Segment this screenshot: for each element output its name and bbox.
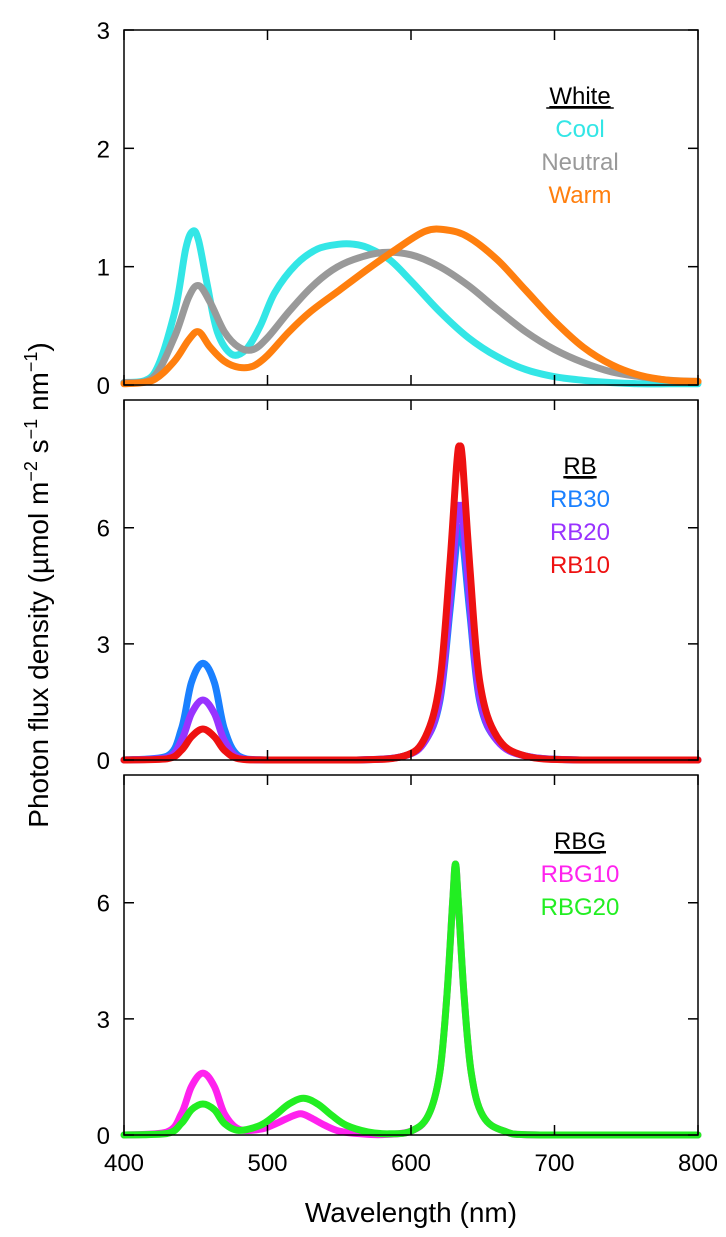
y-tick-label: 3 [97, 18, 110, 45]
legend-title: White [549, 83, 610, 110]
legend-entry-warm: Warm [548, 182, 611, 209]
legend-entry-rb20: RB20 [550, 519, 610, 546]
legend-entry-rb10: RB10 [550, 552, 610, 579]
x-tick-label: 400 [104, 1150, 144, 1177]
series-line-warm [120, 225, 702, 388]
legend-title: RB [563, 453, 596, 480]
y-tick-label: 6 [97, 891, 110, 918]
panel-frame [123, 29, 699, 386]
panel-rb: 0 3 6 RB RB30 RB20 RB10 [97, 399, 702, 775]
series-line-neutral [120, 248, 702, 387]
y-axis-title: Photon flux density (µmol m−2 s−1 nm−1) [21, 342, 54, 827]
x-axis-title: Wavelength (nm) [305, 1197, 517, 1228]
y-tick-label: 2 [97, 136, 110, 163]
series-line-rbg20 [120, 860, 702, 1139]
legend-entry-rbg10: RBG10 [541, 861, 620, 888]
x-tick-label: 500 [247, 1150, 287, 1177]
legend-entry-rbg20: RBG20 [541, 894, 620, 921]
legend-white: White Cool Neutral Warm [541, 83, 618, 209]
y-tick-label: 6 [97, 516, 110, 543]
legend-rbg: RBG RBG10 RBG20 [541, 828, 620, 921]
y-tick-label: 3 [97, 1007, 110, 1034]
legend-entry-rb30: RB30 [550, 486, 610, 513]
series-line-rb20 [120, 501, 702, 764]
y-tick-label: 0 [97, 748, 110, 775]
y-tick-label: 3 [97, 632, 110, 659]
x-tick-label: 600 [391, 1150, 431, 1177]
legend-rb: RB RB30 RB20 RB10 [550, 453, 610, 579]
y-tick-label: 0 [97, 373, 110, 400]
y-tick-label: 1 [97, 255, 110, 282]
x-tick-label: 700 [534, 1150, 574, 1177]
legend-title: RBG [554, 828, 606, 855]
legend-entry-neutral: Neutral [541, 149, 618, 176]
x-tick-label: 800 [678, 1150, 718, 1177]
series-line-rb30 [120, 524, 702, 764]
y-tick-label: 0 [97, 1123, 110, 1150]
series-line-rb10 [120, 442, 702, 764]
legend-entry-cool: Cool [555, 116, 604, 143]
panel-white: 0 1 2 3 White Cool Neutral Warm [97, 18, 702, 400]
panel-rbg: 0 3 6 RBG RBG10 RBG20 [97, 774, 702, 1150]
series-line-cool [120, 227, 702, 388]
